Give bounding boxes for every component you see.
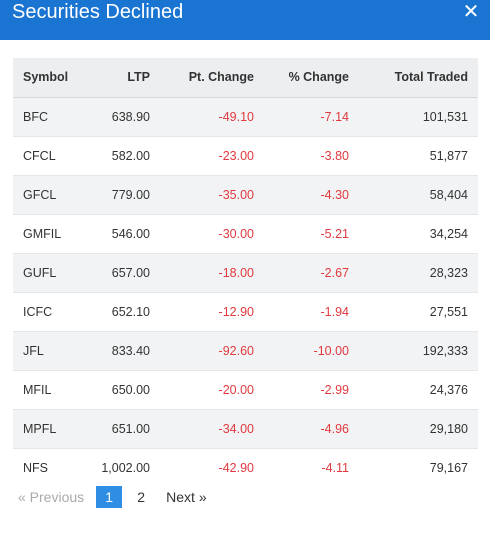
cell-percent-change: -1.94 (320, 304, 350, 319)
cell-total-traded: 51,877 (429, 148, 468, 163)
previous-page-link[interactable]: « Previous (18, 489, 85, 505)
cell-total-traded: 24,376 (429, 382, 468, 397)
next-page-link[interactable]: Next » (166, 489, 207, 505)
table-row[interactable]: NFS 1,002.00 -42.90 -4.11 79,167 (13, 448, 478, 487)
cell-pt-change: -42.90 (218, 460, 254, 475)
column-header-symbol[interactable]: Symbol (13, 58, 85, 98)
column-header-percent-change[interactable]: % Change (264, 58, 359, 98)
cell-percent-change: -4.30 (320, 187, 350, 202)
column-header-ltp[interactable]: LTP (85, 58, 160, 98)
table-row[interactable]: GFCL 779.00 -35.00 -4.30 58,404 (13, 175, 478, 214)
cell-symbol: GMFIL (23, 226, 62, 241)
cell-total-traded: 29,180 (429, 421, 468, 436)
cell-total-traded: 34,254 (429, 226, 468, 241)
cell-pt-change: -12.90 (218, 304, 254, 319)
table-row[interactable]: ICFC 652.10 -12.90 -1.94 27,551 (13, 292, 478, 331)
cell-ltp: 779.00 (111, 187, 150, 202)
cell-percent-change: -10.00 (313, 343, 349, 358)
cell-total-traded: 58,404 (429, 187, 468, 202)
cell-percent-change: -3.80 (320, 148, 350, 163)
cell-ltp: 652.10 (111, 304, 150, 319)
securities-table-container: Symbol LTP Pt. Change % Change Total Tra… (13, 58, 478, 487)
cell-pt-change: -23.00 (218, 148, 254, 163)
cell-total-traded: 101,531 (422, 109, 468, 124)
cell-ltp: 1,002.00 (101, 460, 150, 475)
cell-pt-change: -49.10 (218, 109, 254, 124)
cell-pt-change: -34.00 (218, 421, 254, 436)
column-header-total-traded[interactable]: Total Traded (359, 58, 478, 98)
cell-symbol: JFL (23, 343, 44, 358)
cell-symbol: BFC (23, 109, 48, 124)
cell-pt-change: -30.00 (218, 226, 254, 241)
cell-symbol: GUFL (23, 265, 57, 280)
cell-total-traded: 27,551 (429, 304, 468, 319)
table-row[interactable]: GUFL 657.00 -18.00 -2.67 28,323 (13, 253, 478, 292)
cell-percent-change: -4.96 (320, 421, 350, 436)
cell-symbol: MFIL (23, 382, 52, 397)
modal-title: Securities Declined (12, 1, 184, 23)
cell-total-traded: 79,167 (429, 460, 468, 475)
table-header-row: Symbol LTP Pt. Change % Change Total Tra… (13, 58, 478, 98)
cell-percent-change: -5.21 (320, 226, 350, 241)
cell-symbol: NFS (23, 460, 48, 475)
cell-pt-change: -92.60 (218, 343, 254, 358)
cell-percent-change: -2.67 (320, 265, 350, 280)
close-icon[interactable]: ✕ (462, 1, 480, 23)
table-row[interactable]: JFL 833.40 -92.60 -10.00 192,333 (13, 331, 478, 370)
cell-symbol: ICFC (23, 304, 53, 319)
cell-ltp: 546.00 (111, 226, 150, 241)
modal-header: Securities Declined ✕ (0, 0, 490, 40)
pagination: « Previous 1 2 Next » (18, 486, 207, 508)
cell-ltp: 638.90 (111, 109, 150, 124)
table-row[interactable]: GMFIL 546.00 -30.00 -5.21 34,254 (13, 214, 478, 253)
cell-symbol: GFCL (23, 187, 57, 202)
column-header-pt-change[interactable]: Pt. Change (160, 58, 264, 98)
table-row[interactable]: MFIL 650.00 -20.00 -2.99 24,376 (13, 370, 478, 409)
cell-ltp: 657.00 (111, 265, 150, 280)
cell-total-traded: 192,333 (422, 343, 468, 358)
cell-symbol: CFCL (23, 148, 56, 163)
cell-ltp: 582.00 (111, 148, 150, 163)
securities-table: Symbol LTP Pt. Change % Change Total Tra… (13, 58, 478, 487)
cell-percent-change: -2.99 (320, 382, 350, 397)
cell-total-traded: 28,323 (429, 265, 468, 280)
page-2-button[interactable]: 2 (137, 489, 146, 505)
cell-ltp: 650.00 (111, 382, 150, 397)
page-1-button[interactable]: 1 (96, 486, 123, 508)
table-row[interactable]: BFC 638.90 -49.10 -7.14 101,531 (13, 97, 478, 136)
cell-pt-change: -20.00 (218, 382, 254, 397)
cell-percent-change: -4.11 (321, 460, 349, 475)
cell-percent-change: -7.14 (320, 109, 350, 124)
cell-pt-change: -18.00 (218, 265, 254, 280)
table-row[interactable]: MPFL 651.00 -34.00 -4.96 29,180 (13, 409, 478, 448)
cell-pt-change: -35.00 (218, 187, 254, 202)
cell-ltp: 833.40 (111, 343, 150, 358)
cell-symbol: MPFL (23, 421, 57, 436)
table-row[interactable]: CFCL 582.00 -23.00 -3.80 51,877 (13, 136, 478, 175)
cell-ltp: 651.00 (111, 421, 150, 436)
